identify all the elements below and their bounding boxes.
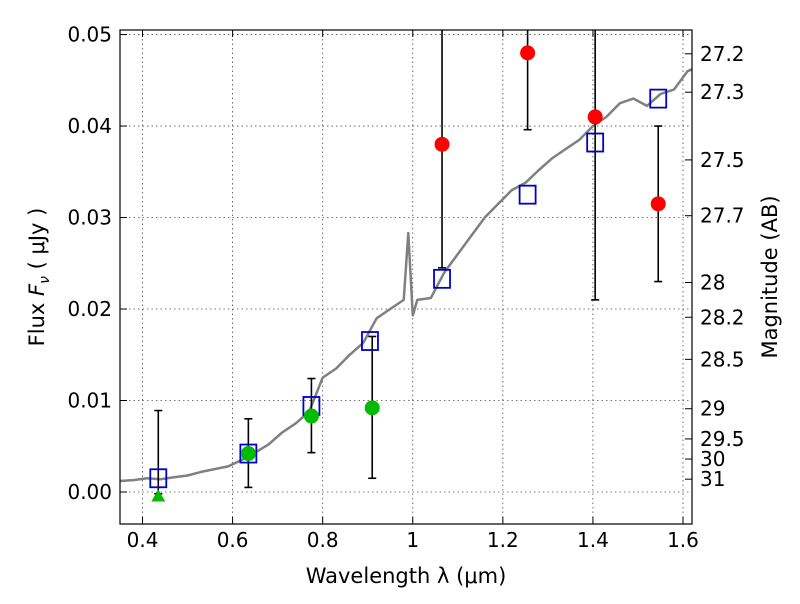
y2-tick-label: 27.7 [700, 204, 745, 228]
filled-circle-marker [364, 400, 380, 416]
filled-circle-marker [520, 45, 536, 61]
open-square-marker [433, 268, 451, 289]
x-tick-label: 1.2 [487, 528, 519, 552]
x-tick-label: 0.4 [127, 528, 159, 552]
y-tick-label: 0.00 [67, 480, 112, 504]
y-axis-title: Flux Fν ( μJy ) [25, 208, 53, 347]
y2-tick-label: 30 [700, 447, 725, 471]
y-axis-title-subscript: ν [37, 276, 53, 284]
x-tick-label: 1.4 [577, 528, 609, 552]
y2-tick-label: 29.5 [700, 427, 745, 451]
y-tick-label: 0.04 [67, 114, 112, 138]
x-tick-label: 0.8 [307, 528, 339, 552]
y-tick-label: 0.03 [67, 206, 112, 230]
y-axis-title-symbol: F [25, 283, 49, 296]
filled-circle-marker [434, 136, 450, 152]
open-square-marker [518, 184, 537, 205]
open-square-marker [361, 331, 379, 351]
open-square-marker [649, 88, 668, 109]
errorbar-series [154, 30, 663, 495]
y2-tick-label: 29 [700, 397, 725, 421]
y2-tick-label: 28.2 [700, 305, 745, 329]
open-square-marker [586, 132, 605, 153]
y-axis: 0.00 0.01 0.02 0.03 0.04 0.05 [67, 23, 127, 504]
filled-circle-marker [240, 446, 256, 462]
x-tick-label: 0.6 [217, 528, 249, 552]
y2-tick-label: 28 [700, 270, 725, 294]
x-axis-title: Wavelength λ (μm) [306, 564, 507, 588]
open-square-marker [239, 443, 258, 464]
y2-axis-title: Magnitude (AB) [758, 195, 782, 358]
open-square-marker [149, 468, 168, 489]
filled-circle-marker [303, 408, 319, 424]
x-tick-label: 1.6 [667, 528, 699, 552]
y-tick-label: 0.02 [67, 297, 112, 321]
y-tick-label: 0.05 [67, 23, 112, 47]
grid [120, 30, 692, 524]
filled-circle-marker [587, 109, 603, 125]
plot-frame [119, 29, 693, 525]
y-axis-title-unit: ( μJy ) [25, 208, 49, 276]
y-tick-label: 0.01 [67, 389, 112, 413]
y2-tick-label: 31 [700, 467, 725, 491]
x-axis: 0.4 0.6 0.8 1 1.2 1.4 1.6 [127, 30, 699, 552]
filled-circle-marker [650, 196, 666, 212]
y2-tick-label: 27.5 [700, 148, 745, 172]
y-axis-title-prefix: Flux [25, 296, 49, 346]
y2-tick-label: 27.3 [700, 80, 745, 104]
y2-tick-label: 28.5 [700, 347, 745, 371]
triangle-marker [151, 489, 166, 502]
y2-tick-label: 27.2 [700, 42, 745, 66]
x-tick-label: 1 [406, 528, 419, 552]
marker-series [149, 45, 668, 502]
